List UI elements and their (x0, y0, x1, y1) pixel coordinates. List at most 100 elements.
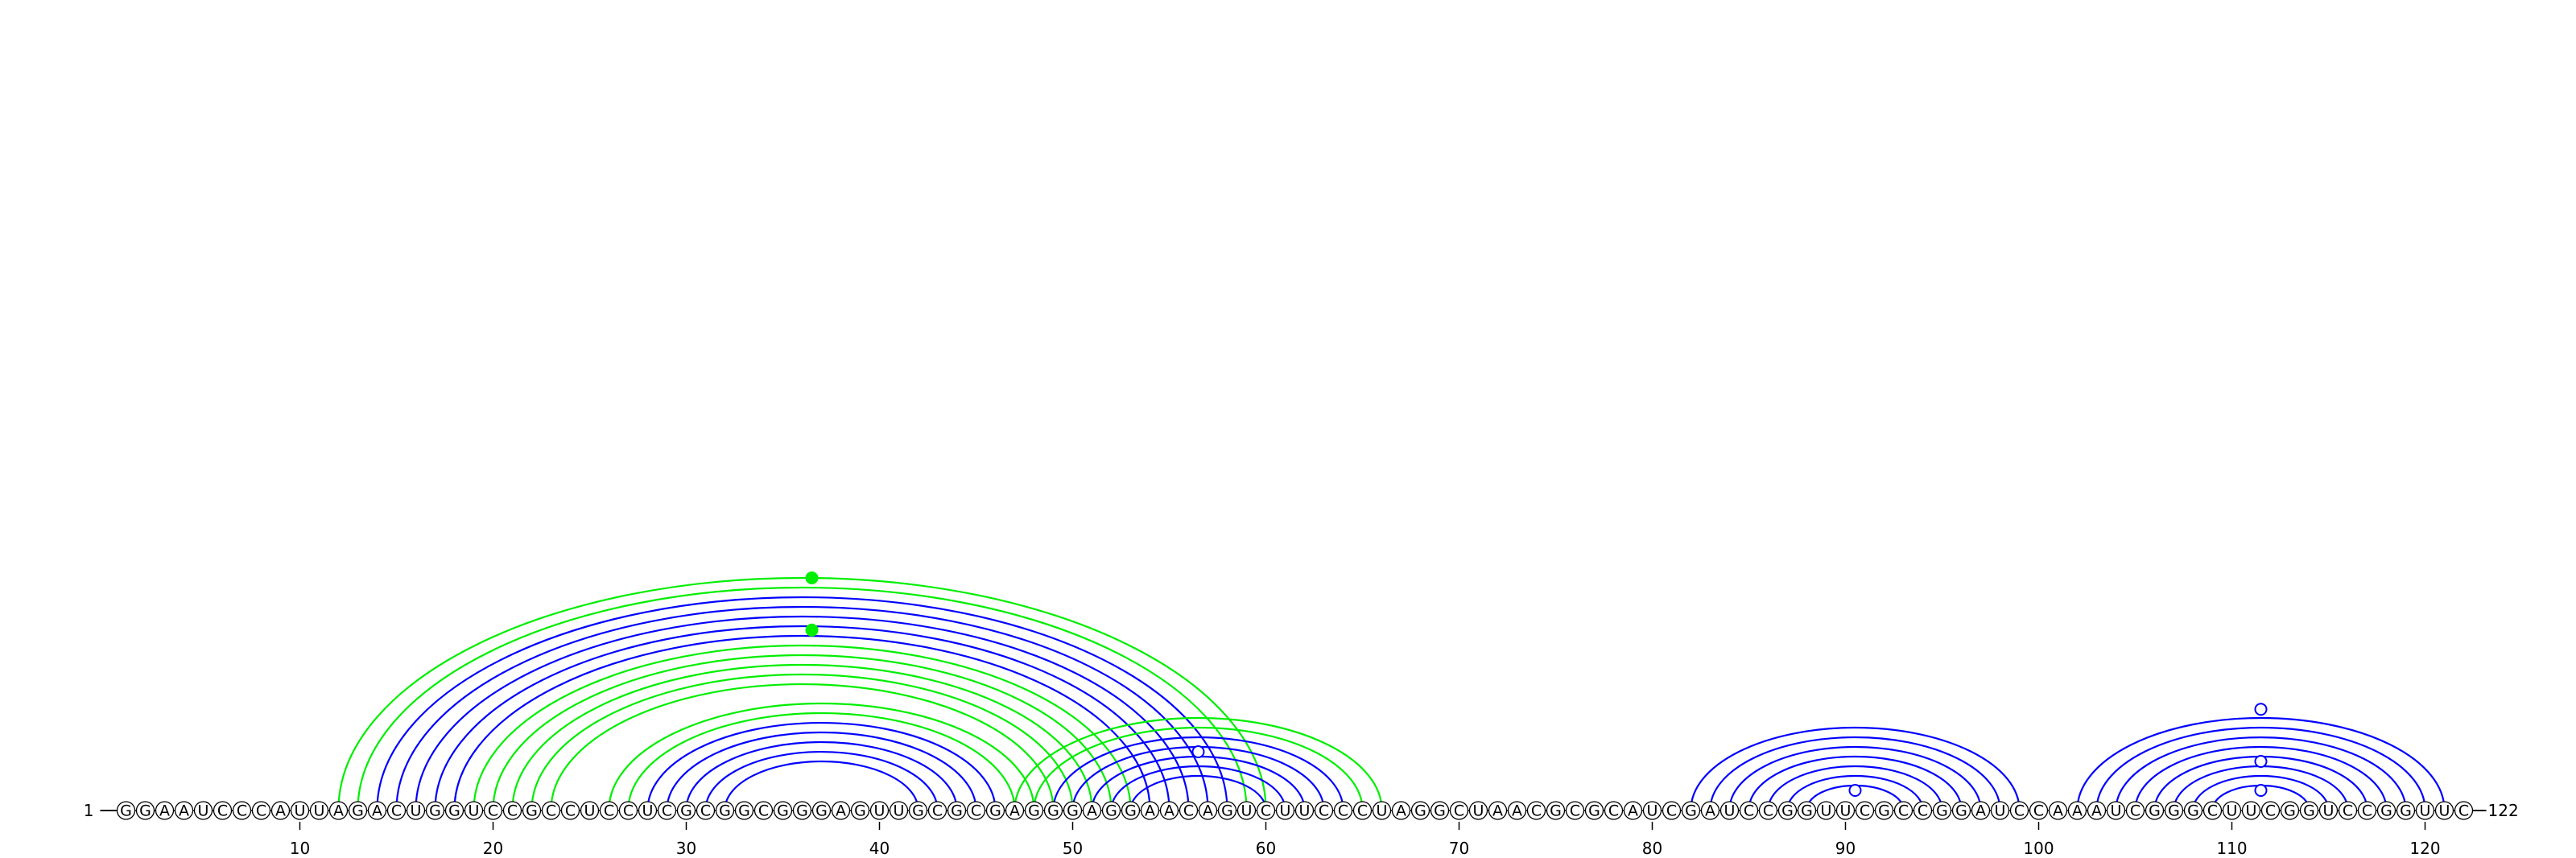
nucleotide-108: G (2183, 801, 2203, 820)
nucleotide-65: C (1352, 801, 1373, 820)
nucleotide-68: G (1410, 801, 1430, 820)
nucleotide-78: C (1604, 801, 1624, 820)
nucleotide-letter: A (1164, 802, 1174, 820)
pair-arc-29-45 (666, 731, 977, 811)
nucleotide-circle (135, 801, 155, 820)
nucleotide-circle (1990, 801, 2010, 820)
nucleotide-41: U (889, 801, 909, 820)
nucleotide-letter: G (1936, 802, 1948, 820)
nucleotide-12: A (328, 801, 349, 820)
nucleotide-letter: C (2343, 802, 2353, 820)
nucleotide-circle (1835, 801, 1856, 820)
nucleotide-letter: G (1105, 802, 1117, 820)
nucleotide-circle (1777, 801, 1798, 820)
nucleotide-letter: C (2014, 802, 2025, 820)
nucleotide-circle (1874, 801, 1894, 820)
nucleotide-14: A (367, 801, 387, 820)
nucleotide-37: G (811, 801, 832, 820)
nucleotide-letter: C (488, 802, 498, 820)
nucleotide-56: C (1179, 801, 1199, 820)
nucleotide-circle (1893, 801, 1913, 820)
nucleotide-circle (1546, 801, 1566, 820)
nucleotide-letter: A (836, 802, 846, 820)
nucleotide-52: G (1101, 801, 1121, 820)
nucleotide-circle (1430, 801, 1450, 820)
nucleotide-circle (2260, 801, 2281, 820)
nucleotide-letter: C (623, 802, 634, 820)
nucleotide-letter: C (1570, 802, 1580, 820)
pair-arc-31-43 (704, 750, 939, 811)
nucleotide-6: C (213, 801, 233, 820)
nucleotide-circle (1043, 801, 1063, 820)
nucleotide-circle (1584, 801, 1604, 820)
nucleotide-letter: G (1801, 802, 1813, 820)
nucleotide-circle (1526, 801, 1546, 820)
nucleotide-letter: C (1608, 802, 1619, 820)
pair-arc-27-47 (627, 712, 1016, 811)
nucleotide-75: G (1546, 801, 1566, 820)
nucleotide-circle (1565, 801, 1585, 820)
nucleotide-circle (2318, 801, 2339, 820)
nucleotide-letter: U (1241, 802, 1253, 820)
nucleotide-circle (1488, 801, 1508, 820)
nucleotide-letter: G (139, 802, 151, 820)
nucleotide-21: C (502, 801, 522, 820)
nucleotide-89: U (1816, 801, 1836, 820)
nucleotide-circle (1700, 801, 1720, 820)
nucleotide-letter: C (1666, 802, 1677, 820)
nucleotide-letter: G (912, 802, 924, 820)
nucleotide-letter: C (391, 802, 402, 820)
nucleotide-36: G (792, 801, 812, 820)
nucleotide-letter: G (854, 802, 866, 820)
nucleotide-122: C (2454, 801, 2474, 820)
nucleotide-circle (483, 801, 503, 820)
nucleotide-letter: U (1840, 802, 1852, 820)
nucleotide-circle (193, 801, 213, 820)
pair-arc-21-51 (511, 663, 1093, 811)
nucleotide-97: A (1971, 801, 1991, 820)
nucleotide-letter: A (1396, 802, 1406, 820)
nucleotide-15: C (386, 801, 407, 820)
tick-label-120: 120 (2409, 839, 2440, 858)
nucleotide-circle (1005, 801, 1025, 820)
nucleotide-letter: C (1261, 802, 1271, 820)
nucleotide-letter: U (2111, 802, 2122, 820)
nucleotide-circle (580, 801, 600, 820)
nucleotide-100: C (2029, 801, 2049, 820)
nucleotide-circle (425, 801, 445, 820)
nucleotide-letter: C (1454, 802, 1464, 820)
nucleotide-letter: G (2149, 802, 2161, 820)
nucleotide-letter: A (1705, 802, 1715, 820)
nucleotide-letter: A (179, 802, 189, 820)
nucleotide-circle (1314, 801, 1334, 820)
nucleotide-29: C (657, 801, 677, 820)
nucleotide-circle (1468, 801, 1488, 820)
nucleotide-letter: C (932, 802, 943, 820)
nucleotide-48: G (1024, 801, 1044, 820)
nucleotide-circle (676, 801, 696, 820)
nucleotide-117: C (2357, 801, 2377, 820)
pair-arc-52-61 (1110, 765, 1286, 811)
nucleotide-letter: U (2227, 802, 2238, 820)
pair-arc-12-60 (337, 576, 1267, 811)
nucleotide-letter: A (2072, 802, 2083, 820)
nucleotide-24: C (560, 801, 580, 820)
nucleotide-circle (811, 801, 832, 820)
nucleotide-77: G (1584, 801, 1604, 820)
nucleotide-letter: C (1531, 802, 1542, 820)
nucleotide-circle (2357, 801, 2377, 820)
nucleotide-letter: G (1028, 802, 1040, 820)
nucleotide-28: U (638, 801, 658, 820)
nucleotide-circle (116, 801, 136, 820)
nucleotide-letter: G (448, 802, 460, 820)
nucleotide-letter: U (469, 802, 480, 820)
nucleotide-circle (1179, 801, 1199, 820)
nucleotide-71: U (1468, 801, 1488, 820)
nucleotide-66: U (1372, 801, 1392, 820)
nucleotide-107: G (2164, 801, 2184, 820)
nucleotide-letter: G (1125, 802, 1137, 820)
nucleotide-54: A (1140, 801, 1160, 820)
nucleotide-letter: C (507, 802, 518, 820)
nucleotide-letter: C (2207, 802, 2218, 820)
tick-label-30: 30 (676, 839, 696, 858)
